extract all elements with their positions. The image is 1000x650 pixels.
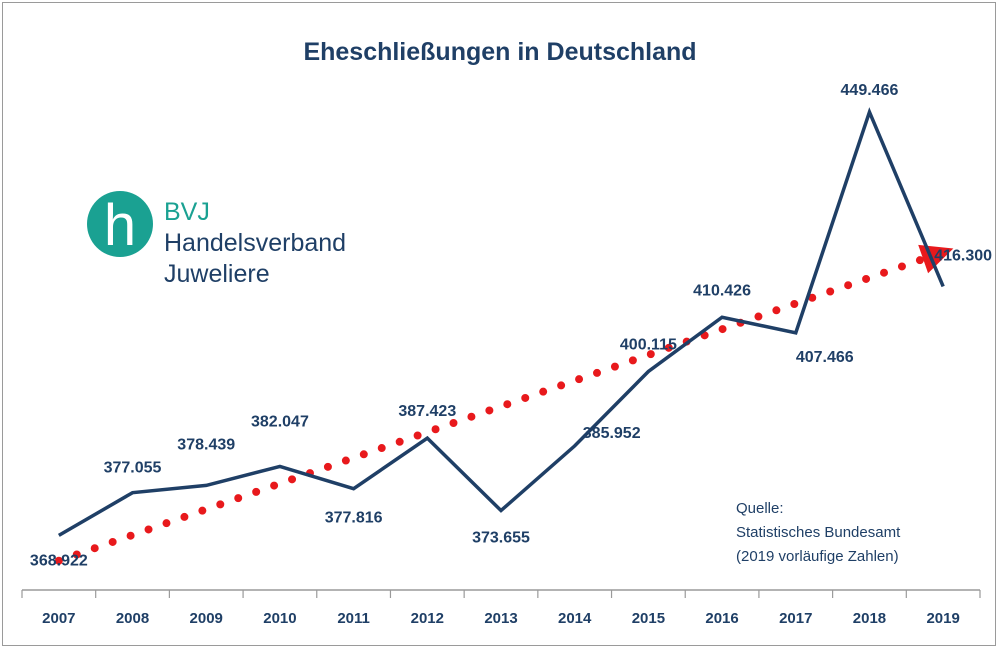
logo-mark-circle <box>87 191 153 257</box>
data-labels: 368.922 377.055 378.439 382.047 377.816 387.4… <box>30 82 992 569</box>
logo-line-1: BVJ <box>164 198 210 226</box>
data-label: 382.047 <box>251 413 309 430</box>
logo: h BVJ Handelsverband Juweliere <box>87 191 346 288</box>
x-tick-label: 2010 <box>263 610 296 627</box>
source-note-line-2: Statistisches Bundesamt <box>736 524 901 541</box>
x-tick-label: 2015 <box>632 610 665 627</box>
x-tick-label: 2018 <box>853 610 886 627</box>
x-tick-label: 2007 <box>42 610 75 627</box>
trendline <box>54 244 954 565</box>
x-tick-label: 2017 <box>779 610 812 627</box>
x-axis <box>21 589 981 598</box>
x-tick-label: 2019 <box>926 610 959 627</box>
chart-title: Eheschließungen in Deutschland <box>303 38 696 66</box>
x-tick-labels: 2007 2008 2009 2010 2011 2012 2013 2014 2015 2016… <box>42 610 960 627</box>
data-label: 378.439 <box>177 436 235 453</box>
source-note: Quelle: Statistisches Bundesamt (2019 vo… <box>736 500 901 565</box>
x-tick-label: 2012 <box>411 610 444 627</box>
data-label: 416.300 <box>934 247 992 264</box>
x-tick-label: 2009 <box>190 610 223 627</box>
x-tick-label: 2016 <box>705 610 738 627</box>
x-tick-label: 2008 <box>116 610 149 627</box>
data-label: 377.055 <box>104 460 162 477</box>
data-label: 373.655 <box>472 530 530 547</box>
source-note-line-3: (2019 vorläufige Zahlen) <box>736 548 899 565</box>
logo-line-3: Juweliere <box>164 260 270 288</box>
series-line <box>57 107 945 537</box>
x-tick-label: 2013 <box>484 610 517 627</box>
logo-mark-letter: h <box>104 193 136 258</box>
x-tick-label: 2014 <box>558 610 592 627</box>
series-polyline <box>57 107 945 537</box>
data-label: 377.816 <box>325 510 383 527</box>
x-tick-label: 2011 <box>337 610 370 627</box>
data-label: 410.426 <box>693 282 751 299</box>
data-label: 368.922 <box>30 552 88 569</box>
data-label: 385.952 <box>583 425 641 442</box>
logo-line-2: Handelsverband <box>164 229 346 257</box>
data-label: 400.115 <box>620 336 677 353</box>
source-note-line-1: Quelle: <box>736 500 784 517</box>
data-label: 449.466 <box>841 82 899 99</box>
data-label: 407.466 <box>796 349 854 366</box>
data-label: 387.423 <box>398 403 456 420</box>
trendline-dots <box>54 255 928 565</box>
